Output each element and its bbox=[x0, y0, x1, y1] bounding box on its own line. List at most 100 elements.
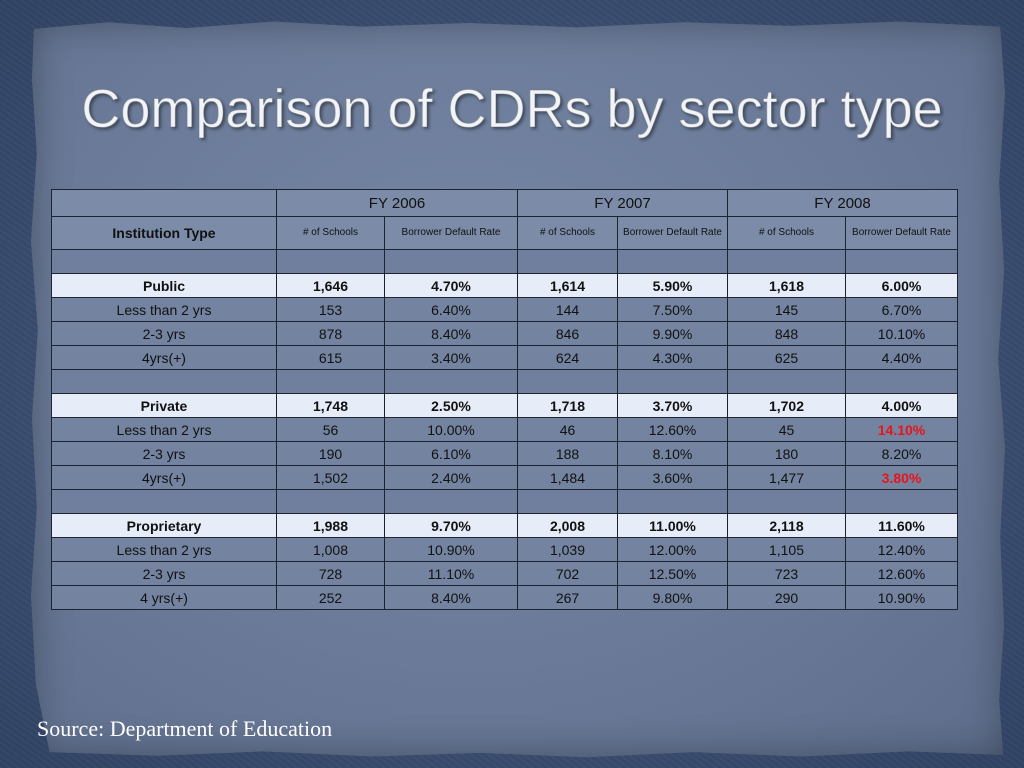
table-cell: 10.90% bbox=[845, 585, 958, 610]
spacer-cell bbox=[617, 369, 728, 394]
table-cell: 1,105 bbox=[727, 537, 846, 562]
table-cell: 12.00% bbox=[617, 537, 728, 562]
table-row-private-less-than-2: Less than 2 yrs 56 10.00% 46 12.60% 45 1… bbox=[51, 417, 958, 442]
table-cell: 12.50% bbox=[617, 561, 728, 586]
table-cell: 267 bbox=[517, 585, 618, 610]
table-cell: 10.90% bbox=[384, 537, 518, 562]
table-cell: 180 bbox=[727, 441, 846, 466]
table-cell: 9.80% bbox=[617, 585, 728, 610]
table-cell: 9.70% bbox=[384, 513, 518, 538]
table-cell: 190 bbox=[276, 441, 385, 466]
table-cell: 723 bbox=[727, 561, 846, 586]
spacer-cell bbox=[845, 249, 958, 274]
table-cell: 12.40% bbox=[845, 537, 958, 562]
table-cell: 5.90% bbox=[617, 273, 728, 298]
table-cell: 3.40% bbox=[384, 345, 518, 370]
row-label: 2-3 yrs bbox=[51, 561, 277, 586]
table-cell: 153 bbox=[276, 297, 385, 322]
table-cell: 145 bbox=[727, 297, 846, 322]
table-cell: 2.50% bbox=[384, 393, 518, 418]
table-cell: 7.50% bbox=[617, 297, 728, 322]
table-row-proprietary-2-3: 2-3 yrs 728 11.10% 702 12.50% 723 12.60% bbox=[51, 561, 958, 586]
table-cell: 6.70% bbox=[845, 297, 958, 322]
table-cell: 2.40% bbox=[384, 465, 518, 490]
table-cell: 6.40% bbox=[384, 297, 518, 322]
table-cell: 10.00% bbox=[384, 417, 518, 442]
table-cell: 11.00% bbox=[617, 513, 728, 538]
table-cell: 624 bbox=[517, 345, 618, 370]
row-label: 4yrs(+) bbox=[51, 345, 277, 370]
table-cell: 46 bbox=[517, 417, 618, 442]
table-cell: 4.40% bbox=[845, 345, 958, 370]
spacer-cell bbox=[517, 489, 618, 514]
table-cell: 8.40% bbox=[384, 585, 518, 610]
row-label: 2-3 yrs bbox=[51, 321, 277, 346]
table-row-private-2-3: 2-3 yrs 190 6.10% 188 8.10% 180 8.20% bbox=[51, 441, 958, 466]
spacer-cell bbox=[727, 489, 846, 514]
table-cell: 3.70% bbox=[617, 393, 728, 418]
table-cell: 8.40% bbox=[384, 321, 518, 346]
table-cell: 615 bbox=[276, 345, 385, 370]
table-cell: 1,988 bbox=[276, 513, 385, 538]
table-cell: 1,646 bbox=[276, 273, 385, 298]
row-label: 2-3 yrs bbox=[51, 441, 277, 466]
table-cell: 188 bbox=[517, 441, 618, 466]
table-row-public-less-than-2: Less than 2 yrs 153 6.40% 144 7.50% 145 … bbox=[51, 297, 958, 322]
row-label: Proprietary bbox=[51, 513, 277, 538]
table-cell: 878 bbox=[276, 321, 385, 346]
spacer-row bbox=[51, 369, 958, 394]
table-cell: 45 bbox=[727, 417, 846, 442]
table-row-public-4: 4yrs(+) 615 3.40% 624 4.30% 625 4.40% bbox=[51, 345, 958, 370]
spacer-cell bbox=[845, 369, 958, 394]
table-cell: 1,502 bbox=[276, 465, 385, 490]
table-row-public: Public 1,646 4.70% 1,614 5.90% 1,618 6.0… bbox=[51, 273, 958, 298]
year-header-row: FY 2006 FY 2007 FY 2008 bbox=[51, 189, 958, 217]
table-cell: 144 bbox=[517, 297, 618, 322]
spacer-cell bbox=[845, 489, 958, 514]
schools-header-2008: # of Schools bbox=[727, 216, 846, 250]
year-header-2008: FY 2008 bbox=[727, 189, 958, 217]
table-cell: 846 bbox=[517, 321, 618, 346]
row-label: Private bbox=[51, 393, 277, 418]
table-cell: 1,718 bbox=[517, 393, 618, 418]
spacer-cell bbox=[384, 369, 518, 394]
table-cell: 1,748 bbox=[276, 393, 385, 418]
header-blank-cell bbox=[51, 189, 277, 217]
spacer-cell bbox=[276, 369, 385, 394]
table-row-proprietary: Proprietary 1,988 9.70% 2,008 11.00% 2,1… bbox=[51, 513, 958, 538]
table-cell: 252 bbox=[276, 585, 385, 610]
table-cell: 6.00% bbox=[845, 273, 958, 298]
table-cell: 4.70% bbox=[384, 273, 518, 298]
table-cell: 728 bbox=[276, 561, 385, 586]
table-cell: 1,008 bbox=[276, 537, 385, 562]
spacer-cell bbox=[727, 369, 846, 394]
spacer-cell bbox=[517, 369, 618, 394]
table-row-public-2-3: 2-3 yrs 878 8.40% 846 9.90% 848 10.10% bbox=[51, 321, 958, 346]
table-cell: 1,614 bbox=[517, 273, 618, 298]
table-cell: 8.10% bbox=[617, 441, 728, 466]
table-cell: 8.20% bbox=[845, 441, 958, 466]
spacer-cell bbox=[276, 489, 385, 514]
schools-header-2007: # of Schools bbox=[517, 216, 618, 250]
highlighted-rate-cell: 3.80% bbox=[845, 465, 958, 490]
spacer-cell bbox=[51, 369, 277, 394]
spacer-cell bbox=[617, 249, 728, 274]
table-cell: 10.10% bbox=[845, 321, 958, 346]
spacer-cell bbox=[51, 249, 277, 274]
table-cell: 2,008 bbox=[517, 513, 618, 538]
table-row-proprietary-4: 4 yrs(+) 252 8.40% 267 9.80% 290 10.90% bbox=[51, 585, 958, 610]
table-cell: 625 bbox=[727, 345, 846, 370]
table-cell: 3.60% bbox=[617, 465, 728, 490]
spacer-cell bbox=[51, 489, 277, 514]
rate-header-2007: Borrower Default Rate bbox=[617, 216, 728, 250]
spacer-cell bbox=[727, 249, 846, 274]
schools-header-2006: # of Schools bbox=[276, 216, 385, 250]
table-cell: 1,477 bbox=[727, 465, 846, 490]
spacer-cell bbox=[517, 249, 618, 274]
table-row-private: Private 1,748 2.50% 1,718 3.70% 1,702 4.… bbox=[51, 393, 958, 418]
table-cell: 702 bbox=[517, 561, 618, 586]
spacer-cell bbox=[276, 249, 385, 274]
row-label: Less than 2 yrs bbox=[51, 417, 277, 442]
spacer-row bbox=[51, 249, 958, 274]
institution-type-header: Institution Type bbox=[51, 216, 277, 250]
